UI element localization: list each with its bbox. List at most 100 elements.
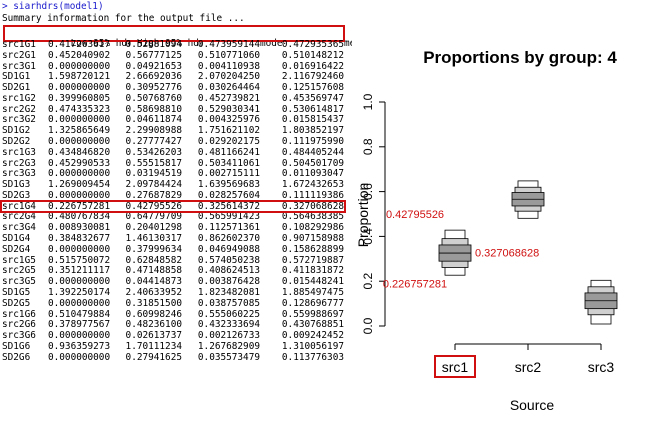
row-cell: 0.452990533 <box>48 157 111 169</box>
row-cell: 0.417263617 <box>48 39 111 50</box>
table-row: src2G2 0.474335323 0.58698810 0.529030341 0.… <box>2 103 344 117</box>
row-cell: 0.000000000 <box>48 114 111 126</box>
row-name: src3G3 <box>2 168 36 180</box>
header-mode: mode <box>260 38 283 49</box>
row-cell: 0.111119386 <box>281 189 344 201</box>
row-cell: 0.038757085 <box>197 297 260 309</box>
row-name: src3G5 <box>2 276 36 288</box>
row-cell: 0.003876428 <box>197 276 260 288</box>
row-cell: 0.529030341 <box>197 103 260 115</box>
row-cell: 0.028257604 <box>197 189 260 201</box>
row-cell: 0.399960805 <box>48 92 111 104</box>
row-cell: 0.000000000 <box>48 136 111 148</box>
row-name: SD1G6 <box>2 340 31 352</box>
row-cell: 0.029202175 <box>197 136 260 148</box>
row-cell: 0.510479884 <box>48 308 111 320</box>
annotation-label: 0.226757281 <box>383 278 447 290</box>
row-highlight-box <box>0 200 346 214</box>
header-high95: High 95% hdr <box>136 38 205 49</box>
row-cell: 0.125157608 <box>281 82 344 94</box>
row-cell: 0.000000000 <box>48 60 111 72</box>
table-row: src1G2 0.399960805 0.50768760 0.452739821 0.… <box>2 92 344 106</box>
table-row: src1G5 0.515750072 0.62848582 0.574050238 0.… <box>2 254 344 268</box>
table-row: src1G3 0.434846820 0.53426203 0.481166241 0.… <box>2 146 344 160</box>
header-low95: Low 95% hdr <box>70 38 133 49</box>
row-cell: 1.310056197 <box>281 340 344 352</box>
row-cell: 0.936359273 <box>48 340 111 352</box>
row-cell: 0.009242452 <box>281 330 344 342</box>
row-name: SD2G2 <box>2 136 31 148</box>
row-cell: 0.484405244 <box>281 146 344 158</box>
row-cell: 0.158628899 <box>281 243 344 255</box>
table-row: SD1G2 1.325865649 2.29908988 1.751621102 1.8… <box>2 126 344 138</box>
row-cell: 0.004110938 <box>197 60 260 72</box>
row-cell: 0.03194519 <box>125 168 182 180</box>
table-row: src1G6 0.510479884 0.60998246 0.555060225 0.… <box>2 308 344 322</box>
row-cell: 0.53426203 <box>125 146 182 158</box>
y-tick-label: 1.0 <box>361 93 375 110</box>
x-axis: src1 src2 src3 <box>434 343 614 378</box>
table-row: SD1G3 1.269009454 2.09784424 1.639569683 1.6… <box>2 180 344 192</box>
header-highlight-box <box>3 25 345 42</box>
row-cell: 0.480767834 <box>48 211 111 223</box>
row-cell: 0.559988697 <box>281 308 344 320</box>
y-tick-label: 0.0 <box>361 317 375 334</box>
y-axis: 0.0 0.2 0.4 0.6 0.8 1.0 <box>361 93 386 334</box>
row-name: src1G1 <box>2 39 36 50</box>
table-row: src3G3 0.000000000 0.03194519 0.002715111 0.… <box>2 169 344 181</box>
row-cell: 0.27687829 <box>125 189 182 201</box>
table-row: src3G5 0.000000000 0.04414873 0.003876428 0.… <box>2 277 344 289</box>
table-row: src2G6 0.378977567 0.48236100 0.432333694 0.… <box>2 320 344 332</box>
row-cell: 1.46130317 <box>125 233 182 245</box>
row-cell: 1.751621102 <box>197 125 260 137</box>
row-cell: 0.000000000 <box>48 82 111 94</box>
row-cell: 0.008930081 <box>48 222 111 234</box>
row-cell: 0.47148858 <box>125 265 182 277</box>
row-cell: 0.000000000 <box>48 297 111 309</box>
table-row: src2G4 0.480767834 0.64779709 0.565991423 0.… <box>2 212 344 224</box>
x-axis-label: Source <box>510 397 555 413</box>
row-cell: 0.30952776 <box>125 82 182 94</box>
row-cell: 0.04611874 <box>125 114 182 126</box>
row-cell: 0.351211117 <box>48 265 111 277</box>
row-cell: 0.530614817 <box>281 103 344 115</box>
row-name: src3G2 <box>2 114 36 126</box>
row-cell: 0.108292986 <box>281 222 344 234</box>
row-cell: 0.64779709 <box>125 211 182 223</box>
row-cell: 0.572719887 <box>281 254 344 266</box>
row-cell: 2.40633952 <box>125 286 182 298</box>
row-cell: 2.116792460 <box>281 71 344 83</box>
row-name: SD2G4 <box>2 243 31 255</box>
row-name: SD1G1 <box>2 71 31 83</box>
row-cell: 0.56777125 <box>125 49 182 61</box>
row-cell: 0.327068628 <box>281 200 344 212</box>
y-tick-label: 0.8 <box>361 138 375 155</box>
table-row: src2G3 0.452990533 0.55515817 0.503411061 0.… <box>2 157 344 171</box>
row-cell: 0.52881094 <box>125 39 182 50</box>
row-cell: 0.000000000 <box>48 189 111 201</box>
row-cell: 0.004325976 <box>197 114 260 126</box>
row-name: src3G6 <box>2 330 36 342</box>
header-mean: mean <box>344 38 352 49</box>
x-tick-label: src1 <box>442 359 469 375</box>
row-cell: 0.55515817 <box>125 157 182 169</box>
row-cell: 0.62848582 <box>125 254 182 266</box>
row-cell: 0.384832677 <box>48 233 111 245</box>
row-name: SD2G6 <box>2 351 31 363</box>
row-cell: 0.515750072 <box>48 254 111 266</box>
table-row: SD1G5 1.392250174 2.40633952 1.823482081 1.8… <box>2 286 344 300</box>
row-name: src1G5 <box>2 254 36 266</box>
y-tick-label: 0.4 <box>361 228 375 245</box>
row-cell: 2.29908988 <box>125 125 182 137</box>
row-name: src2G6 <box>2 319 36 331</box>
table-row: SD1G4 0.384832677 1.46130317 0.862602370 0.9… <box>2 234 344 246</box>
table-row: SD2G1 0.000000000 0.30952776 0.030264464 0.1… <box>2 83 344 95</box>
console-command: > siarhdrs(model1) <box>2 1 104 12</box>
row-cell: 0.510771060 <box>197 49 260 61</box>
row-cell: 0.432333694 <box>197 319 260 331</box>
row-name: SD1G2 <box>2 125 31 137</box>
row-name: src2G5 <box>2 265 36 277</box>
row-cell: 0.000000000 <box>48 276 111 288</box>
x-tick-label: src2 <box>515 359 542 375</box>
row-cell: 0.002715111 <box>197 168 260 180</box>
